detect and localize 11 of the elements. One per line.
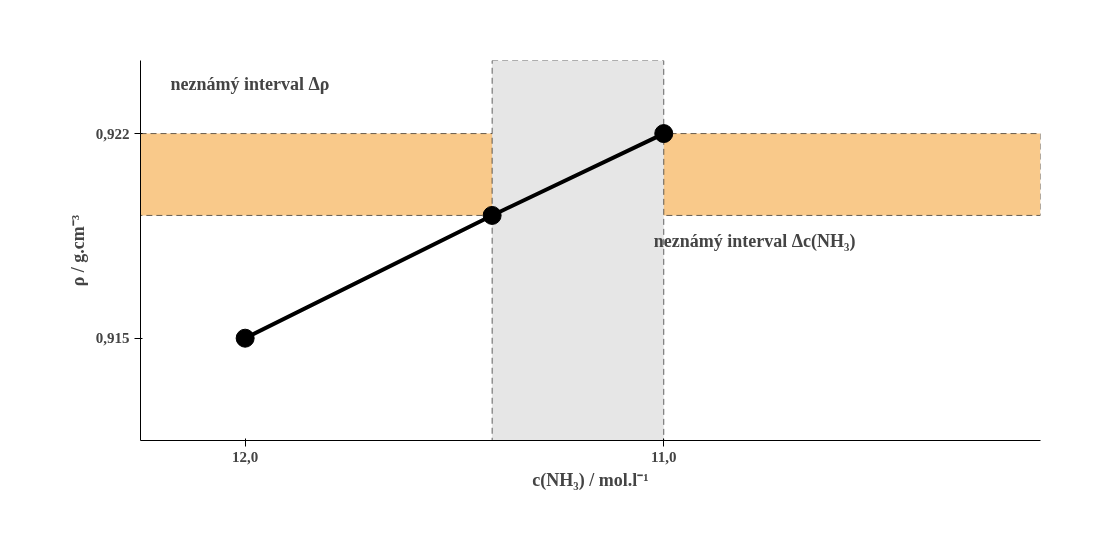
- band-label: neznámý interval Δρ: [170, 73, 330, 94]
- point: [482, 205, 502, 225]
- band-label: neznámý interval Δc(NH₃): [653, 230, 856, 252]
- x-tick-label: 11,0: [651, 448, 677, 465]
- y-tick-label: 0,922: [95, 125, 130, 142]
- x-tick-label: 12,0: [232, 448, 259, 465]
- point: [235, 328, 255, 348]
- point: [654, 124, 674, 144]
- x-axis-title: c(NH₃) / mol.l⁻¹: [532, 469, 649, 491]
- y-axis-title: ρ / g.cm⁻³: [67, 214, 88, 287]
- y-tick-label: 0,915: [95, 330, 130, 347]
